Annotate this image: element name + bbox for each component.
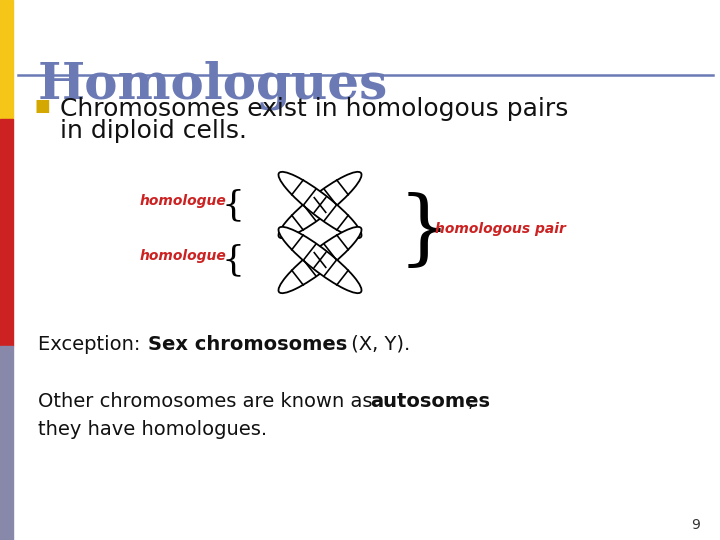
Bar bbox=[0, 119, 13, 346]
Bar bbox=[0, 346, 13, 540]
Text: {: { bbox=[222, 188, 245, 222]
Text: homologue: homologue bbox=[140, 249, 227, 263]
Ellipse shape bbox=[279, 172, 361, 238]
Text: Exception:: Exception: bbox=[38, 335, 147, 354]
Text: (X, Y).: (X, Y). bbox=[345, 335, 410, 354]
Text: ■: ■ bbox=[35, 97, 50, 115]
Ellipse shape bbox=[279, 227, 361, 293]
Text: homologous pair: homologous pair bbox=[435, 221, 566, 235]
Text: ,: , bbox=[468, 392, 474, 411]
Text: autosomes: autosomes bbox=[370, 392, 490, 411]
Text: Homologues: Homologues bbox=[38, 60, 388, 110]
Bar bbox=[0, 0, 13, 119]
Text: }: } bbox=[398, 192, 451, 273]
Text: in diploid cells.: in diploid cells. bbox=[60, 119, 247, 143]
Text: 9: 9 bbox=[691, 518, 700, 532]
Text: {: { bbox=[222, 243, 245, 277]
Text: they have homologues.: they have homologues. bbox=[38, 420, 267, 439]
Ellipse shape bbox=[279, 227, 361, 293]
Text: Sex chromosomes: Sex chromosomes bbox=[148, 335, 347, 354]
Text: homologue: homologue bbox=[140, 194, 227, 208]
Ellipse shape bbox=[279, 172, 361, 238]
Text: Other chromosomes are known as: Other chromosomes are known as bbox=[38, 392, 379, 411]
Text: Chromosomes exist in homologous pairs: Chromosomes exist in homologous pairs bbox=[60, 97, 568, 121]
